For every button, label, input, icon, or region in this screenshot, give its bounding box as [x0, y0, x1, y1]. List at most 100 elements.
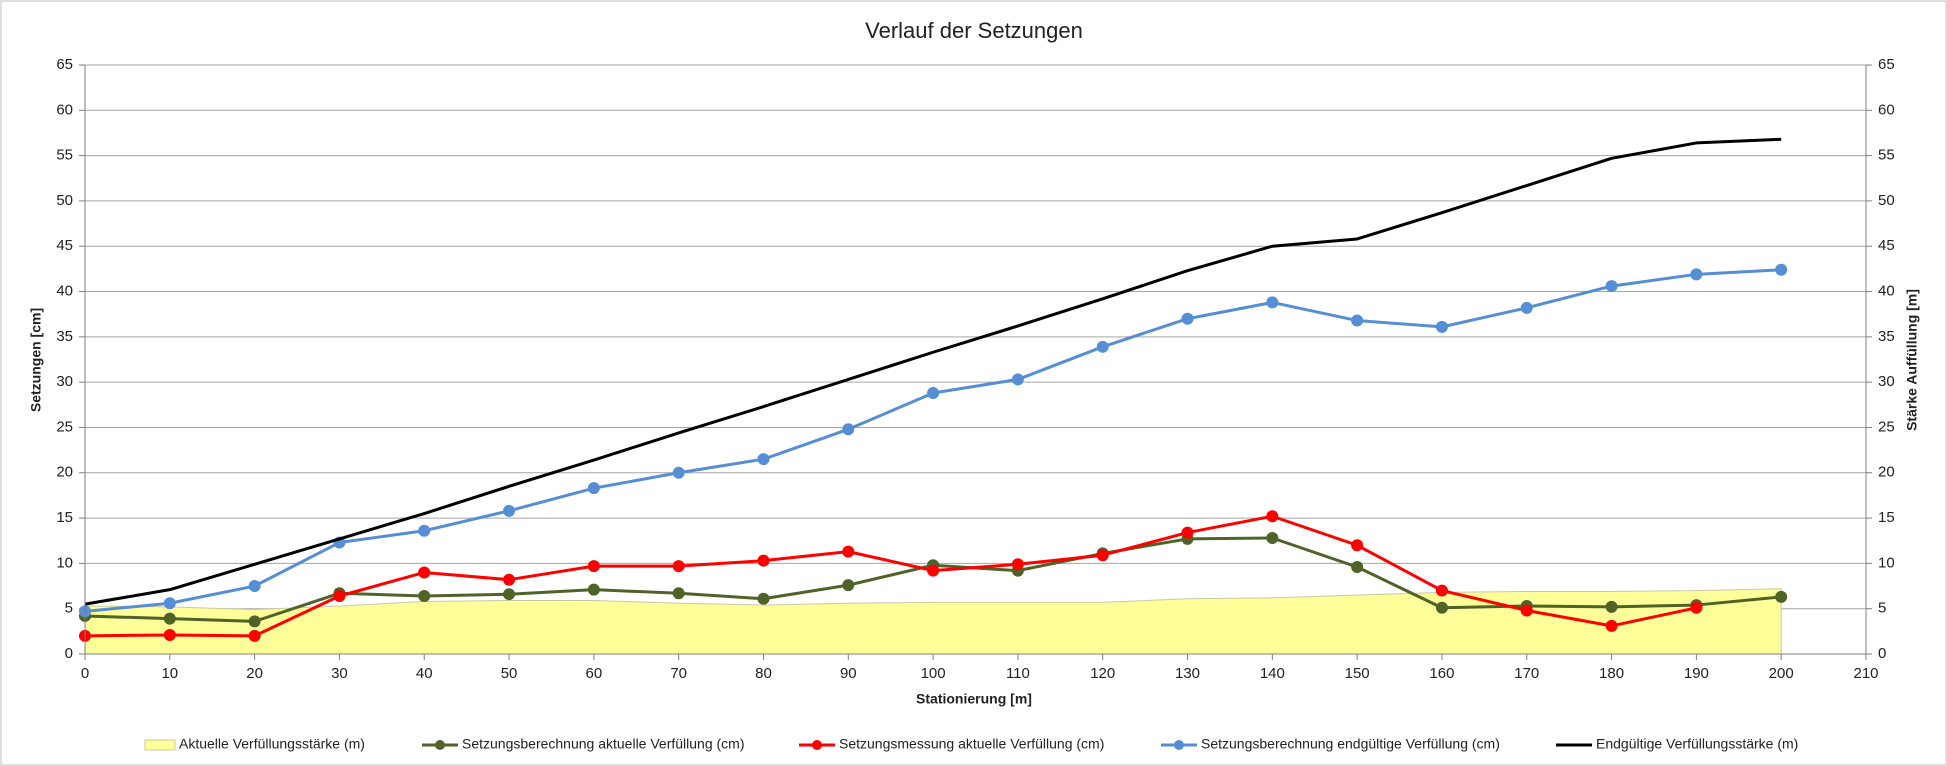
marker — [418, 590, 431, 603]
marker — [842, 423, 855, 436]
marker — [1775, 263, 1788, 276]
y-tick-label: 15 — [56, 509, 73, 526]
x-tick-label: 100 — [921, 665, 946, 682]
x-tick-label: 90 — [840, 665, 857, 682]
y2-tick-label: 20 — [1878, 464, 1895, 481]
marker — [1520, 301, 1533, 314]
marker — [1096, 549, 1109, 562]
marker — [672, 587, 685, 600]
marker — [1266, 296, 1279, 309]
marker — [1605, 600, 1618, 613]
x-tick-label: 10 — [161, 665, 178, 682]
marker — [418, 524, 431, 537]
marker — [1011, 373, 1024, 386]
line — [84, 137, 1782, 606]
marker — [163, 612, 176, 625]
legend-item: Endgültige Verfüllungsstärke (m) — [1556, 736, 1798, 752]
x-tick-label: 140 — [1260, 665, 1285, 682]
x-axis-title: Stationierung [m] — [916, 691, 1032, 707]
marker — [248, 629, 261, 642]
y2-tick-label: 40 — [1878, 283, 1895, 300]
x-tick-label: 170 — [1514, 665, 1539, 682]
y2-axis-title: Stärke Auffüllung [m] — [1904, 289, 1920, 431]
marker — [1435, 320, 1448, 333]
marker — [757, 592, 770, 605]
marker — [503, 588, 516, 601]
y-tick-label: 45 — [56, 237, 73, 254]
y2-tick-label: 10 — [1878, 554, 1895, 571]
y2-tick-label: 0 — [1878, 645, 1886, 662]
marker — [1520, 604, 1533, 617]
x-tick-label: 40 — [416, 665, 433, 682]
y-tick-label: 25 — [56, 418, 73, 435]
legend-text: Setzungsberechnung endgültige Verfüllung… — [1201, 736, 1500, 752]
marker — [1775, 590, 1788, 603]
x-tick-label: 120 — [1090, 665, 1115, 682]
x-tick-label: 50 — [501, 665, 518, 682]
y-tick-label: 20 — [56, 464, 73, 481]
marker — [418, 566, 431, 579]
marker — [672, 466, 685, 479]
marker — [927, 564, 940, 577]
y-tick-label: 65 — [56, 56, 73, 73]
marker — [248, 580, 261, 593]
y-axis-title: Setzungen [cm] — [28, 308, 44, 412]
legend-item: Setzungsmessung aktuelle Verfüllung (cm) — [799, 736, 1104, 752]
y-tick-label: 35 — [56, 328, 73, 345]
x-tick-label: 210 — [1853, 665, 1878, 682]
y-tick-label: 30 — [56, 373, 73, 390]
marker — [503, 573, 516, 586]
marker — [587, 560, 600, 573]
marker — [1605, 280, 1618, 293]
line — [84, 514, 1697, 638]
x-tick-label: 200 — [1769, 665, 1794, 682]
x-tick-label: 30 — [331, 665, 348, 682]
y-tick-label: 55 — [56, 147, 73, 164]
marker — [503, 504, 516, 517]
y-tick-label: 10 — [56, 554, 73, 571]
legend-text: Endgültige Verfüllungsstärke (m) — [1596, 736, 1798, 752]
legend-text: Setzungsmessung aktuelle Verfüllung (cm) — [839, 736, 1104, 752]
y-tick-label: 5 — [65, 600, 73, 617]
legend-item: Setzungsberechnung aktuelle Verfüllung (… — [422, 736, 745, 752]
marker — [248, 615, 261, 628]
marker — [1351, 539, 1364, 552]
area — [84, 588, 1782, 655]
marker — [1690, 601, 1703, 614]
x-tick-label: 80 — [755, 665, 772, 682]
marker — [587, 583, 600, 596]
y2-tick-label: 35 — [1878, 328, 1895, 345]
x-tick-label: 180 — [1599, 665, 1624, 682]
y2-tick-label: 50 — [1878, 192, 1895, 209]
marker — [333, 590, 346, 603]
marker — [757, 453, 770, 466]
legend-item: Setzungsberechnung endgültige Verfüllung… — [1161, 736, 1500, 752]
y-tick-label: 60 — [56, 101, 73, 118]
x-tick-label: 160 — [1429, 665, 1454, 682]
legend-marker — [1174, 740, 1184, 750]
y2-tick-label: 55 — [1878, 147, 1895, 164]
x-tick-label: 110 — [1006, 665, 1030, 682]
marker — [842, 545, 855, 558]
legend-text: Setzungsberechnung aktuelle Verfüllung (… — [462, 736, 745, 752]
x-tick-label: 60 — [586, 665, 603, 682]
y2-tick-label: 15 — [1878, 509, 1895, 526]
legend-marker — [435, 740, 445, 750]
marker — [163, 628, 176, 641]
legend-swatch — [144, 739, 176, 751]
y2-tick-label: 60 — [1878, 101, 1895, 118]
x-tick-label: 70 — [670, 665, 687, 682]
marker — [1181, 312, 1194, 325]
y2-tick-label: 30 — [1878, 373, 1895, 390]
marker — [1181, 526, 1194, 539]
marker — [1351, 314, 1364, 327]
y-tick-label: 0 — [65, 645, 73, 662]
marker — [163, 597, 176, 610]
legend-item: Aktuelle Verfüllungsstärke (m) — [144, 736, 365, 752]
y2-tick-label: 25 — [1878, 418, 1895, 435]
marker — [672, 560, 685, 573]
legend-text: Aktuelle Verfüllungsstärke (m) — [179, 736, 365, 752]
marker — [1011, 558, 1024, 571]
marker — [842, 579, 855, 592]
marker — [1690, 268, 1703, 281]
